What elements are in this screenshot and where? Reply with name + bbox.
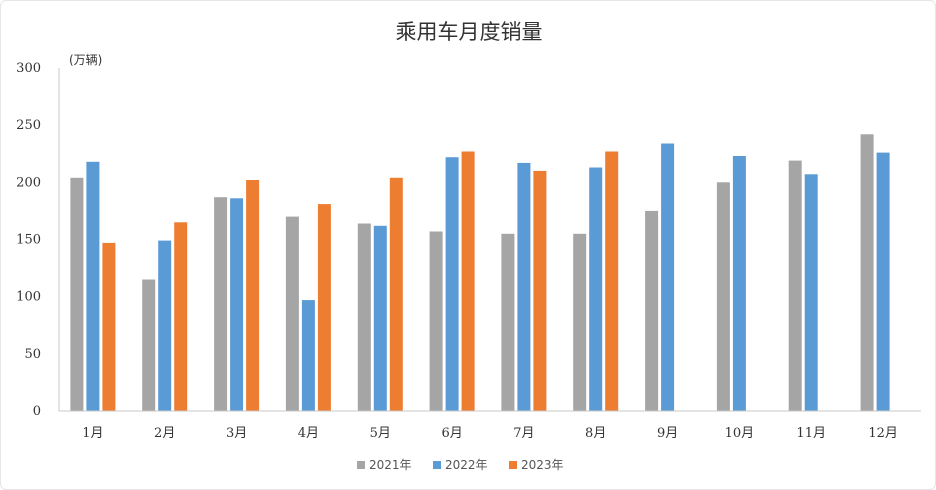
y-axis: 0 50 100 150 200 250 300 — [16, 61, 60, 419]
bar-2023年-6月 — [461, 151, 475, 411]
y-tick-label: 200 — [16, 175, 41, 190]
x-tick-label: 10月 — [725, 426, 755, 441]
x-tick-label: 3月 — [226, 426, 247, 441]
x-tick-label: 7月 — [513, 426, 534, 441]
x-tick-label: 8月 — [585, 426, 606, 441]
bar-2023年-3月 — [246, 180, 260, 411]
y-tick-label: 50 — [24, 347, 41, 362]
bar-2021年-3月 — [214, 197, 228, 411]
legend-label: 2022年 — [445, 458, 488, 472]
legend-label: 2021年 — [369, 458, 412, 472]
x-tick-label: 2月 — [154, 426, 175, 441]
bar-2022年-7月 — [517, 162, 531, 411]
bar-2022年-1月 — [86, 161, 100, 411]
legend-swatch — [357, 461, 365, 469]
legend: 2021年 2022年 2023年 — [357, 458, 564, 472]
bar-2022年-3月 — [230, 198, 244, 411]
bar-2021年-10月 — [716, 182, 730, 411]
bar-2021年-2月 — [142, 279, 156, 411]
bar-2023年-4月 — [317, 204, 331, 411]
bar-2021年-7月 — [501, 233, 515, 411]
legend-swatch — [509, 461, 517, 469]
bar-2023年-8月 — [605, 151, 619, 411]
bar-2022年-2月 — [158, 240, 172, 411]
bar-2022年-10月 — [732, 156, 746, 411]
legend-swatch — [433, 461, 441, 469]
bar-2023年-2月 — [174, 222, 188, 411]
bar-2021年-4月 — [285, 216, 299, 411]
bar-2022年-4月 — [301, 300, 315, 411]
x-tick-label: 11月 — [796, 426, 826, 441]
x-tick-label: 6月 — [441, 426, 462, 441]
y-tick-label: 300 — [16, 61, 41, 76]
x-tick-label: 12月 — [868, 426, 898, 441]
y-tick-label: 150 — [16, 233, 41, 248]
bar-2021年-11月 — [788, 160, 802, 411]
bar-2022年-6月 — [445, 157, 459, 411]
y-tick-label: 250 — [16, 118, 41, 133]
bar-2021年-8月 — [573, 233, 587, 411]
bar-2021年-5月 — [357, 223, 371, 411]
legend-label: 2023年 — [521, 458, 564, 472]
bar-2023年-1月 — [102, 242, 116, 411]
bar-2021年-6月 — [429, 231, 443, 411]
x-tick-label: 5月 — [370, 426, 391, 441]
bar-2022年-11月 — [804, 174, 818, 411]
bar-2021年-1月 — [70, 177, 84, 411]
x-axis: 1月 2月 3月 4月 5月 6月 7月 8月 9月 10月 11月 12月 — [59, 410, 921, 441]
x-tick-label: 4月 — [298, 426, 319, 441]
bar-2023年-5月 — [389, 177, 403, 411]
x-tick-label: 9月 — [657, 426, 678, 441]
y-tick-label: 100 — [16, 290, 41, 305]
bar-2022年-12月 — [876, 152, 890, 411]
bar-2022年-9月 — [661, 143, 675, 411]
y-unit-label: (万辆) — [69, 53, 102, 67]
bars — [70, 134, 890, 412]
bar-2022年-5月 — [373, 225, 387, 411]
chart-title: 乘用车月度销量 — [396, 20, 543, 44]
x-tick-label: 1月 — [82, 426, 103, 441]
bar-2021年-9月 — [645, 210, 659, 411]
bar-2023年-7月 — [533, 170, 547, 411]
bar-2021年-12月 — [860, 134, 874, 412]
y-tick-label: 0 — [33, 404, 41, 419]
bar-2022年-8月 — [589, 167, 603, 411]
